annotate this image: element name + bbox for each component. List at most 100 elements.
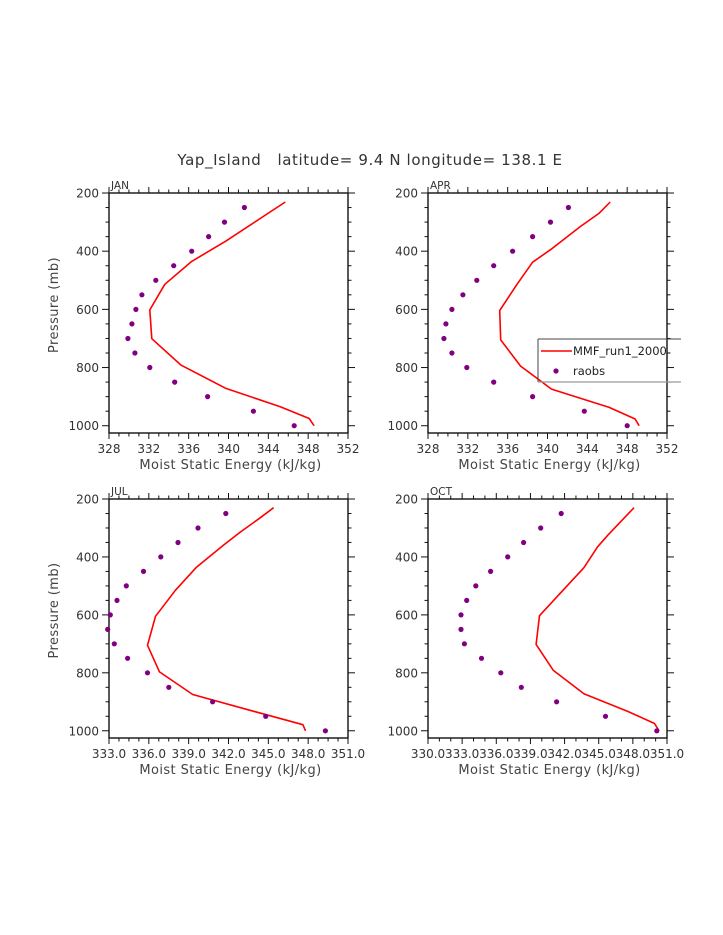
x-tick-label: 340: [536, 442, 559, 456]
series-raobs: [458, 510, 660, 734]
y-tick-label: 1000: [387, 724, 418, 738]
x-tick-label: 330.0: [411, 747, 445, 761]
y-tick-label: 1000: [387, 419, 418, 433]
x-tick-label: 348.0: [616, 747, 650, 761]
raobs-point: [547, 219, 554, 225]
series-line-mmf-run1-2000: [535, 507, 660, 732]
x-tick-label: 352: [337, 442, 360, 456]
raobs-point: [460, 292, 466, 298]
raobs-point: [473, 583, 479, 589]
y-tick-label: 1000: [68, 724, 99, 738]
raobs-point: [158, 554, 164, 560]
y-tick-label: 400: [395, 245, 418, 259]
y-ticks: [102, 192, 355, 427]
x-axis-title: Moist Static Energy (kJ/kg): [458, 458, 640, 473]
x-ticks: [108, 493, 349, 744]
raobs-point: [132, 350, 138, 356]
series-line-mmf-run1-2000: [149, 201, 315, 427]
y-tick-label: 1000: [68, 419, 99, 433]
y-tick-label: 800: [395, 666, 418, 680]
legend-label-mmf: MMF_run1_2000: [573, 344, 667, 358]
raobs-point: [449, 350, 455, 356]
y-tick-label: 200: [76, 493, 99, 507]
x-tick-label: 340: [217, 442, 240, 456]
panel-oct: OCT 330.0 333.0 336.0 339.0 342.0 345.0 348.0 35…: [387, 486, 684, 778]
raobs-point: [291, 423, 297, 429]
raobs-point: [558, 510, 564, 517]
raobs-point: [530, 394, 536, 400]
panel-jul: JUL 333.0 336.0 339.0 342.0 345.0 348.0 351.0 20…: [47, 486, 365, 778]
raobs-point: [538, 525, 544, 531]
raobs-point: [449, 306, 455, 312]
x-tick-label: 344: [576, 442, 599, 456]
raobs-point: [175, 539, 181, 546]
raobs-point: [491, 263, 497, 269]
series-raobs: [125, 204, 297, 429]
panel-label: JAN: [110, 180, 129, 192]
raobs-point: [195, 525, 201, 531]
x-tick-label: 345.0: [251, 747, 285, 761]
legend-label-raobs: raobs: [573, 364, 605, 378]
x-tick-label: 339.0: [513, 747, 547, 761]
raobs-point: [458, 626, 464, 633]
raobs-point: [441, 335, 447, 342]
raobs-point: [241, 204, 247, 211]
raobs-point: [498, 670, 504, 676]
panels: JAN 328 332 336 340 344 348 352 200 400 600 800 1000…: [47, 180, 684, 778]
y-tick-label: 200: [76, 187, 99, 201]
raobs-point: [250, 408, 256, 414]
y-tick-label: 200: [395, 187, 418, 201]
raobs-point: [166, 684, 172, 690]
plot-frame: [427, 498, 668, 739]
raobs-point: [491, 379, 497, 385]
raobs-point: [654, 728, 660, 734]
raobs-point: [189, 248, 195, 254]
raobs-point: [147, 364, 153, 371]
x-axis-title: Moist Static Energy (kJ/kg): [139, 458, 321, 473]
raobs-point: [505, 554, 511, 560]
series-line-mmf-run1-2000: [146, 507, 307, 732]
panel-label: APR: [430, 180, 451, 192]
y-axis-title: Pressure (mb): [47, 257, 62, 353]
x-tick-label: 332: [137, 442, 160, 456]
raobs-point: [488, 568, 494, 575]
y-tick-label: 400: [395, 550, 418, 564]
series-raobs: [441, 204, 630, 429]
raobs-point: [129, 321, 135, 327]
y-ticks: [421, 192, 674, 427]
raobs-point: [602, 713, 609, 719]
x-tick-label: 336.0: [132, 747, 166, 761]
raobs-point: [205, 394, 211, 400]
x-tick-label: 336: [496, 442, 519, 456]
series-line-mmf-run1-2000: [498, 201, 640, 427]
raobs-point: [581, 408, 587, 414]
x-tick-label: 351.0: [331, 747, 365, 761]
raobs-point: [125, 655, 131, 661]
raobs-point: [107, 612, 113, 618]
raobs-point: [458, 612, 464, 618]
x-tick-label: 345.0: [582, 747, 616, 761]
raobs-point: [461, 641, 467, 647]
raobs-point: [123, 583, 129, 589]
raobs-point: [464, 597, 470, 604]
legend-marker-swatch: [553, 368, 559, 374]
y-tick-label: 600: [76, 303, 99, 317]
x-tick-label: 348: [297, 442, 320, 456]
raobs-point: [139, 292, 145, 298]
raobs-point: [105, 626, 111, 633]
x-tick-label: 336.0: [479, 747, 513, 761]
raobs-point: [114, 597, 120, 604]
x-tick-label: 339.0: [171, 747, 205, 761]
raobs-point: [443, 321, 449, 327]
raobs-point: [464, 364, 470, 371]
raobs-point: [210, 699, 216, 705]
x-axis-title: Moist Static Energy (kJ/kg): [139, 763, 321, 778]
panel-jan: JAN 328 332 336 340 344 348 352 200 400 600 800 1000…: [47, 180, 359, 473]
raobs-point: [478, 655, 485, 661]
raobs-point: [530, 234, 536, 240]
raobs-point: [221, 219, 228, 225]
raobs-point: [206, 234, 212, 240]
raobs-point: [565, 204, 572, 211]
